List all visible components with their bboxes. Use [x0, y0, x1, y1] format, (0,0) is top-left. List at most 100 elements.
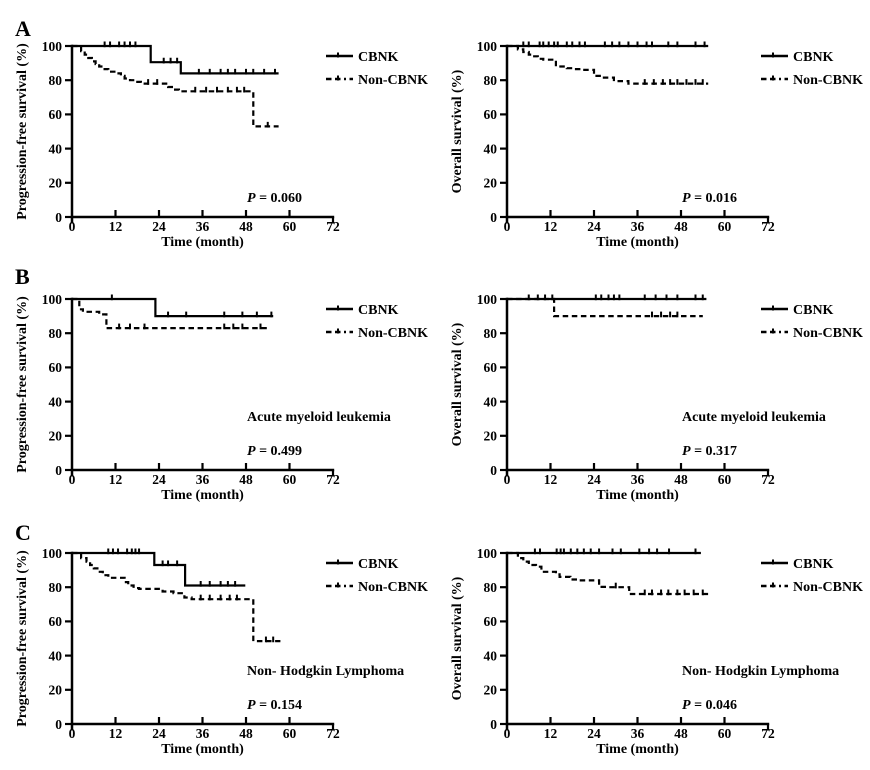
- x-tick-label: 48: [674, 472, 688, 487]
- km-panel-a-os: 0 12 24 36 48 60 72 0 20 40 60 80 100 Time (month) Ove…: [450, 39, 863, 250]
- p-value-text: P = 0.317: [682, 444, 737, 459]
- km-panel-c-os: 0 12 24 36 48 60 72 0 20 40 60 80 100 Time (month) Ove…: [450, 546, 863, 757]
- x-tick-label: 12: [544, 472, 558, 487]
- x-tick-label: 60: [283, 219, 297, 234]
- non-cbnk-curve: [72, 551, 281, 643]
- x-axis-title: Time (month): [596, 235, 679, 250]
- km-panel-c-pfs: 0 12 24 36 48 60 72 0 20 40 60 80 100 Time (month) Pro…: [15, 546, 428, 757]
- non-cbnk-curve: [72, 44, 279, 128]
- cbnk-curve: [72, 297, 274, 318]
- legend-cbnk-label: CBNK: [358, 50, 399, 65]
- x-tick-label: 12: [109, 219, 123, 234]
- x-tick-label: 12: [544, 726, 558, 741]
- x-tick-label: 24: [587, 472, 601, 487]
- x-tick-label: 60: [718, 219, 732, 234]
- x-tick-label: 36: [196, 472, 210, 487]
- cbnk-curve: [72, 551, 246, 587]
- legend-non-cbnk-label: Non-CBNK: [793, 326, 863, 341]
- cbnk-curve: [72, 44, 279, 75]
- y-tick-label: 0: [55, 210, 62, 225]
- y-tick-label: 20: [49, 176, 63, 191]
- y-tick-label: 0: [490, 717, 497, 732]
- y-tick-label: 100: [42, 39, 63, 54]
- y-tick-label: 20: [49, 429, 63, 444]
- y-tick-label: 80: [49, 73, 63, 88]
- y-tick-label: 0: [490, 463, 497, 478]
- p-value-text: P = 0.154: [247, 698, 302, 713]
- y-axis-title: Overall survival (%): [450, 69, 465, 193]
- legend-cbnk-label: CBNK: [358, 557, 399, 572]
- y-tick-label: 80: [49, 580, 63, 595]
- y-tick-label: 20: [49, 683, 63, 698]
- legend-cbnk-label: CBNK: [793, 557, 834, 572]
- x-tick-label: 0: [69, 219, 76, 234]
- non-cbnk-curve: [507, 551, 710, 596]
- y-tick-label: 20: [484, 429, 498, 444]
- y-tick-label: 80: [484, 326, 498, 341]
- y-tick-label: 100: [42, 546, 63, 561]
- x-tick-label: 36: [631, 472, 645, 487]
- y-tick-label: 0: [490, 210, 497, 225]
- y-axis-title: Progression-free survival (%): [15, 550, 30, 727]
- y-axis-title: Progression-free survival (%): [15, 43, 30, 220]
- y-tick-label: 100: [477, 39, 498, 54]
- y-tick-label: 60: [484, 614, 498, 629]
- legend-non-cbnk-label: Non-CBNK: [358, 580, 428, 595]
- x-tick-label: 48: [239, 219, 253, 234]
- panel-label-b: B: [15, 264, 30, 289]
- y-tick-label: 60: [484, 107, 498, 122]
- km-panel-b-os: 0 12 24 36 48 60 72 0 20 40 60 80 100 Time (month) Ove…: [450, 292, 863, 503]
- x-tick-label: 48: [239, 726, 253, 741]
- x-axis-title: Time (month): [161, 235, 244, 250]
- legend-cbnk-label: CBNK: [793, 303, 834, 318]
- y-tick-label: 0: [55, 463, 62, 478]
- x-tick-label: 24: [587, 726, 601, 741]
- x-tick-label: 36: [196, 726, 210, 741]
- annotation-text: Acute myeloid leukemia: [682, 410, 826, 425]
- p-value-text: P = 0.016: [682, 191, 737, 206]
- p-value-text: P = 0.046: [682, 698, 737, 713]
- x-tick-label: 48: [239, 472, 253, 487]
- y-tick-label: 40: [484, 648, 498, 663]
- x-tick-label: 0: [69, 726, 76, 741]
- y-tick-label: 100: [42, 292, 63, 307]
- x-axis-title: Time (month): [596, 742, 679, 757]
- x-axis-title: Time (month): [161, 488, 244, 503]
- x-tick-label: 36: [631, 726, 645, 741]
- p-value-text: P = 0.060: [247, 191, 302, 206]
- y-tick-label: 40: [49, 394, 63, 409]
- x-tick-label: 60: [718, 726, 732, 741]
- y-tick-label: 80: [484, 73, 498, 88]
- x-tick-label: 72: [326, 726, 340, 741]
- annotation-text: Non- Hodgkin Lymphoma: [247, 664, 404, 679]
- y-tick-label: 60: [49, 360, 63, 375]
- x-tick-label: 0: [69, 472, 76, 487]
- x-tick-label: 0: [504, 219, 511, 234]
- y-tick-label: 40: [49, 648, 63, 663]
- x-tick-label: 0: [504, 726, 511, 741]
- x-tick-label: 12: [544, 219, 558, 234]
- p-value-text: P = 0.499: [247, 444, 302, 459]
- y-tick-label: 40: [49, 141, 63, 156]
- x-tick-label: 24: [152, 219, 166, 234]
- non-cbnk-curve: [507, 297, 703, 318]
- y-tick-label: 100: [477, 292, 498, 307]
- x-tick-label: 72: [761, 219, 775, 234]
- panel-label-c: C: [15, 520, 31, 545]
- y-tick-label: 100: [477, 546, 498, 561]
- x-tick-label: 12: [109, 726, 123, 741]
- x-tick-label: 72: [761, 472, 775, 487]
- x-axis-title: Time (month): [161, 742, 244, 757]
- x-tick-label: 24: [587, 219, 601, 234]
- x-tick-label: 60: [283, 726, 297, 741]
- x-tick-label: 72: [326, 219, 340, 234]
- y-tick-label: 80: [484, 580, 498, 595]
- annotation-text: Non- Hodgkin Lymphoma: [682, 664, 839, 679]
- y-tick-label: 20: [484, 176, 498, 191]
- km-panel-a-pfs: 0 12 24 36 48 60 72 0 20 40 60 80 100 Time (month) Pro…: [15, 39, 428, 250]
- x-tick-label: 12: [109, 472, 123, 487]
- x-tick-label: 60: [718, 472, 732, 487]
- annotation-text: Acute myeloid leukemia: [247, 410, 391, 425]
- y-tick-label: 40: [484, 141, 498, 156]
- y-tick-label: 0: [55, 717, 62, 732]
